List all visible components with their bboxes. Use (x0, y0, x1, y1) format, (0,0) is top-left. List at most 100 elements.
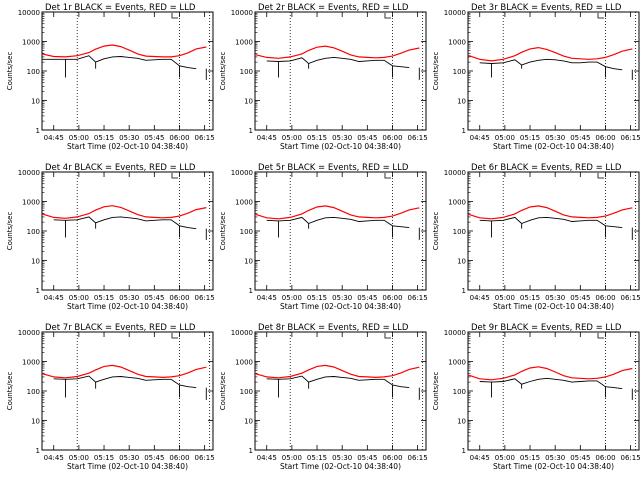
x-tick-label: 04:45 (257, 134, 277, 142)
x-tick-label: 05:15 (94, 294, 114, 302)
y-tick-label: 100 (453, 388, 466, 396)
y-tick-label: 10000 (231, 329, 253, 337)
plot-frame (41, 11, 214, 131)
chart-title: Det 9r BLACK = Events, RED = LLD (471, 323, 622, 333)
x-axis-label: Start Time (02-Oct-10 04:38:40) (493, 302, 614, 311)
y-tick-label: 1 (462, 127, 466, 135)
y-tick-label: 1 (249, 127, 253, 135)
chart-panel-9: Det 9r BLACK = Events, RED = LLD 1 10 100 10… (432, 323, 640, 471)
y-tick-label: 10 (31, 418, 40, 426)
y-tick-label: 100 (27, 68, 40, 76)
y-tick-label: 100 (240, 68, 253, 76)
y-tick-label: 1 (36, 447, 40, 455)
x-tick-label: 06:15 (621, 134, 640, 142)
y-tick-label: 100 (453, 68, 466, 76)
x-tick-label: 06:15 (195, 454, 215, 462)
bracket-marker (384, 333, 391, 339)
series-events-line (479, 377, 623, 390)
bracket-marker (171, 13, 178, 19)
y-axis-label: Counts/sec (432, 52, 440, 91)
y-tick-label: 10000 (444, 329, 466, 337)
y-tick-label: 1000 (22, 199, 40, 207)
x-tick-label: 04:45 (470, 294, 490, 302)
y-tick-label: 10 (457, 418, 466, 426)
y-tick-label: 1000 (235, 199, 253, 207)
bracket-marker (597, 13, 604, 19)
chart-panel-7: Det 7r BLACK = Events, RED = LLD 1 10 100 10… (6, 323, 215, 471)
x-tick-label: 05:00 (69, 134, 89, 142)
y-axis-label: Counts/sec (432, 212, 440, 251)
x-tick-label: 05:00 (69, 454, 89, 462)
y-tick-label: 1000 (22, 359, 40, 367)
y-tick-label: 1000 (448, 359, 466, 367)
x-tick-label: 06:00 (169, 454, 189, 462)
x-tick-label: 04:45 (470, 134, 490, 142)
x-tick-label: 05:30 (545, 294, 565, 302)
chart-panel-1: Det 1r BLACK = Events, RED = LLD 1 10 100 10… (6, 3, 215, 151)
x-tick-label: 05:00 (282, 134, 302, 142)
y-tick-label: 10 (244, 418, 253, 426)
y-axis-label: Counts/sec (432, 372, 440, 411)
y-tick-label: 10 (244, 258, 253, 266)
y-tick-label: 10000 (231, 9, 253, 17)
x-tick-label: 04:45 (470, 454, 490, 462)
y-axis-label: Counts/sec (219, 212, 227, 251)
y-tick-label: 1000 (448, 199, 466, 207)
x-tick-label: 05:30 (332, 294, 352, 302)
x-tick-label: 05:30 (119, 134, 139, 142)
chart-panel-5: Det 5r BLACK = Events, RED = LLD 1 10 100 10… (219, 163, 428, 311)
chart-title: Det 4r BLACK = Events, RED = LLD (45, 163, 196, 173)
x-tick-label: 05:00 (495, 454, 515, 462)
x-tick-label: 05:30 (545, 454, 565, 462)
series-events-line (42, 55, 197, 70)
x-tick-label: 06:15 (408, 134, 428, 142)
y-axis-label: Counts/sec (219, 372, 227, 411)
series-lld-line (254, 364, 420, 379)
plot-frame (467, 11, 640, 131)
chart-title: Det 2r BLACK = Events, RED = LLD (258, 3, 409, 13)
chart-title: Det 6r BLACK = Events, RED = LLD (471, 163, 622, 173)
x-tick-label: 05:15 (94, 454, 114, 462)
bracket-marker (171, 333, 178, 339)
series-events-line (53, 216, 197, 230)
y-tick-label: 1 (249, 447, 253, 455)
series-lld-line (467, 205, 633, 220)
x-tick-label: 05:00 (69, 294, 89, 302)
x-axis-label: Start Time (02-Oct-10 04:38:40) (280, 142, 401, 151)
y-tick-label: 1 (36, 287, 40, 295)
x-tick-label: 04:45 (257, 294, 277, 302)
y-tick-label: 10000 (18, 329, 40, 337)
x-tick-label: 05:45 (357, 134, 377, 142)
y-axis-label: Counts/sec (6, 212, 14, 251)
series-events-line (266, 375, 410, 389)
x-tick-label: 06:00 (595, 454, 615, 462)
x-tick-label: 05:15 (307, 294, 327, 302)
chart-title: Det 5r BLACK = Events, RED = LLD (258, 163, 409, 173)
series-lld-line (467, 46, 633, 62)
x-tick-label: 06:15 (408, 454, 428, 462)
x-tick-label: 05:15 (307, 454, 327, 462)
x-axis-label: Start Time (02-Oct-10 04:38:40) (280, 302, 401, 311)
series-events-line (266, 56, 410, 69)
bracket-marker (171, 173, 178, 179)
plot-frame (254, 171, 427, 291)
y-axis-label: Counts/sec (6, 52, 14, 91)
y-axis-label: Counts/sec (6, 372, 14, 411)
y-tick-label: 100 (240, 388, 253, 396)
x-tick-label: 05:45 (570, 294, 590, 302)
chart-title: Det 8r BLACK = Events, RED = LLD (258, 323, 409, 333)
x-tick-label: 04:45 (44, 294, 64, 302)
x-tick-label: 05:15 (307, 134, 327, 142)
series-lld-line (41, 364, 207, 379)
x-tick-label: 05:45 (144, 134, 164, 142)
chart-panel-2: Det 2r BLACK = Events, RED = LLD 1 10 100 10… (219, 3, 428, 151)
x-tick-label: 05:45 (144, 454, 164, 462)
y-tick-label: 100 (240, 228, 253, 236)
x-tick-label: 05:30 (332, 454, 352, 462)
x-tick-label: 06:00 (382, 134, 402, 142)
y-tick-label: 10000 (444, 9, 466, 17)
y-tick-label: 10 (31, 258, 40, 266)
x-tick-label: 05:30 (119, 294, 139, 302)
y-axis-label: Counts/sec (219, 52, 227, 91)
